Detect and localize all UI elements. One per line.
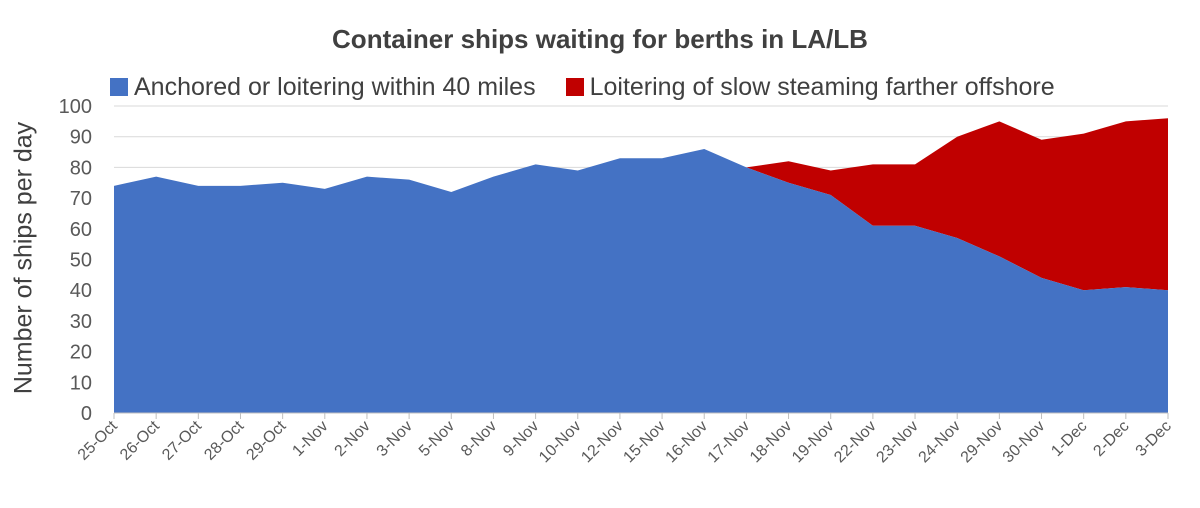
y-tick-label: 20 (70, 342, 92, 364)
area-series-offshore (114, 118, 1168, 291)
legend-label-offshore: Loitering of slow steaming farther offsh… (589, 72, 1055, 101)
legend-swatch-offshore (565, 78, 584, 96)
legend-swatch-anchored (110, 78, 128, 96)
y-tick-label: 30 (70, 311, 92, 333)
x-tick-label: 10-Nov (536, 418, 584, 466)
x-tick-label: 18-Nov (747, 418, 795, 466)
x-tick-label: 3-Nov (374, 418, 416, 460)
y-tick-label: 10 (70, 372, 92, 394)
x-tick-label: 16-Nov (663, 418, 711, 466)
chart-title: Container ships waiting for berths in LA… (332, 24, 868, 54)
legend-label-anchored: Anchored or loitering within 40 miles (134, 72, 536, 101)
y-tick-label: 100 (59, 96, 92, 118)
y-tick-label: 50 (70, 250, 92, 272)
x-tick-label: 5-Nov (416, 418, 458, 460)
x-tick-label: 29-Oct (243, 417, 289, 463)
y-tick-label: 40 (70, 280, 92, 302)
x-tick-label: 3-Dec (1133, 418, 1175, 460)
y-tick-label: 70 (70, 188, 92, 210)
y-tick-label: 0 (81, 403, 92, 425)
x-tick-label: 12-Nov (578, 418, 626, 466)
legend-item-offshore: Loitering of slow steaming farther offsh… (565, 72, 1055, 102)
x-tick-label: 28-Oct (201, 417, 247, 463)
x-tick-label: 15-Nov (620, 418, 668, 466)
x-tick-label: 23-Nov (873, 418, 921, 466)
x-tick-label: 30-Nov (1000, 418, 1048, 466)
y-tick-label: 60 (70, 219, 92, 241)
area-series-anchored (114, 148, 1168, 414)
x-tick-label: 24-Nov (916, 418, 964, 466)
x-tick-label: 27-Oct (159, 417, 205, 463)
x-tick-label: 1-Nov (289, 418, 331, 460)
x-tick-label: 2-Nov (332, 418, 374, 460)
x-tick-label: 1-Dec (1048, 418, 1090, 460)
x-tick-label: 17-Nov (705, 418, 753, 466)
y-tick-label: 90 (70, 127, 92, 149)
legend-item-anchored: Anchored or loitering within 40 miles (110, 73, 536, 102)
y-tick-label: 80 (70, 157, 92, 179)
x-tick-label: 8-Nov (458, 418, 500, 460)
x-tick-label: 22-Nov (831, 418, 879, 466)
x-tick-label: 26-Oct (117, 417, 163, 463)
legend: Anchored or loitering within 40 miles Lo… (110, 70, 1085, 104)
x-tick-label: 19-Nov (789, 418, 837, 466)
x-tick-label: 29-Nov (958, 418, 1006, 466)
x-tick-label: 2-Dec (1090, 418, 1132, 460)
